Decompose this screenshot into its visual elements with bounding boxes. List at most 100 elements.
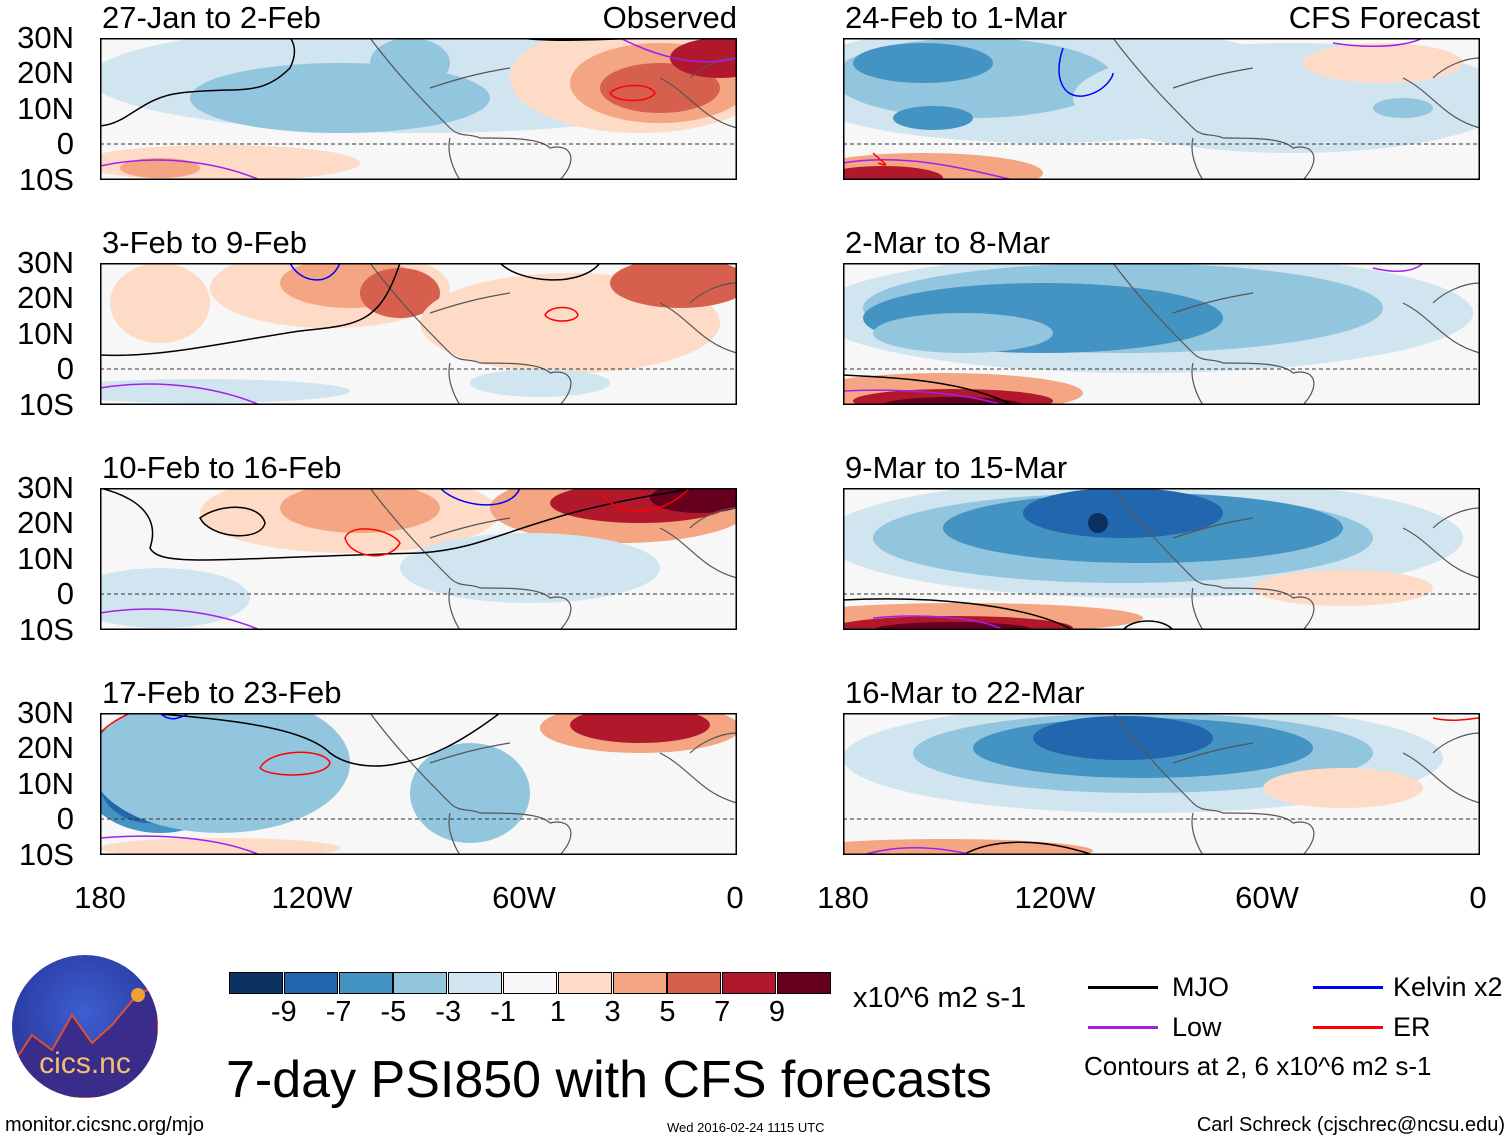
anomaly-region: [360, 268, 440, 318]
legend-line-low: [1088, 1026, 1158, 1029]
anomaly-region: [853, 43, 993, 83]
lat-tick-label: 10S: [18, 387, 74, 422]
panel-title: 9-Mar to 15-Mar: [845, 450, 1068, 485]
psi850-map: [843, 38, 1480, 180]
psi850-map: [843, 713, 1480, 855]
anomaly-region: [100, 568, 250, 628]
anomaly-region: [570, 713, 710, 743]
lat-tick-label: 30N: [17, 20, 74, 55]
anomaly-region: [873, 622, 1033, 630]
contour-line: [872, 152, 887, 166]
anomaly-region: [400, 533, 660, 603]
psi850-map: [843, 488, 1480, 630]
anomaly-region: [1088, 513, 1108, 533]
colorbar-tick-label: 5: [659, 996, 676, 1028]
lon-tick-label: 60W: [492, 880, 556, 915]
contour-line: [544, 306, 579, 322]
contour-line: [100, 38, 296, 127]
colorbar-tick-label: 1: [549, 996, 566, 1028]
contour-line: [862, 847, 974, 855]
legend-line-mjo: [1088, 986, 1158, 989]
colorbar-swatch: [777, 972, 831, 994]
contour-line: [259, 751, 331, 776]
lon-tick-label: 0: [726, 880, 744, 915]
contour-line: [872, 615, 1004, 630]
panel-title: 16-Mar to 22-Mar: [845, 675, 1085, 710]
source-link[interactable]: monitor.cicsnc.org/mjo: [5, 1114, 204, 1136]
map-panel: [843, 38, 1480, 180]
anomaly-region: [1023, 488, 1223, 538]
contour-line: [1122, 620, 1174, 630]
psi850-map: [843, 263, 1480, 405]
legend-line-er: [1313, 1026, 1383, 1029]
anomaly-region: [610, 263, 737, 308]
panel-title: 27-Jan to 2-Feb: [102, 0, 321, 35]
colorbar-tick-label: 3: [604, 996, 621, 1028]
anomaly-region: [893, 106, 973, 130]
contour-line: [344, 528, 401, 557]
anomaly-region: [873, 313, 1053, 353]
contour-line: [199, 506, 266, 537]
anomaly-region: [1303, 43, 1463, 83]
anomaly-region: [650, 488, 737, 513]
lat-tick-label: 20N: [17, 730, 74, 765]
contour-line: [962, 841, 1094, 855]
colorbar-swatch: [229, 972, 283, 994]
coastline: [369, 488, 737, 630]
map-panel: [100, 713, 737, 855]
panel-tag: Observed: [602, 0, 737, 35]
anomaly-region: [1253, 570, 1433, 606]
map-panel: [843, 488, 1480, 630]
coastline: [369, 713, 737, 855]
map-panel: [100, 38, 737, 180]
lat-tick-label: 10N: [17, 766, 74, 801]
psi850-map: [100, 713, 737, 855]
anomaly-region: [1373, 98, 1433, 118]
colorbar-tick-label: -7: [325, 996, 352, 1028]
colorbar-tick-label: 9: [768, 996, 786, 1028]
lat-tick-label: 10N: [17, 541, 74, 576]
lon-tick-label: 120W: [271, 880, 353, 915]
lat-tick-label: 30N: [17, 245, 74, 280]
contour-line: [100, 835, 261, 855]
panel-title: 24-Feb to 1-Mar: [845, 0, 1068, 35]
anomaly-region: [1033, 716, 1213, 760]
anomaly-region: [410, 743, 530, 843]
lat-tick-label: 20N: [17, 55, 74, 90]
coastline: [1112, 263, 1480, 405]
contour-line: [100, 383, 261, 405]
legend-label-er: ER: [1393, 1012, 1431, 1042]
timestamp: Wed 2016-02-24 1115 UTC: [667, 1120, 825, 1135]
colorbar-tick-label: 7: [714, 996, 731, 1028]
colorbar-swatch: [503, 972, 557, 994]
lon-tick-label: 0: [1469, 880, 1487, 915]
psi850-map: [100, 263, 737, 405]
anomaly-region: [100, 838, 340, 855]
contour-line: [499, 263, 601, 281]
contour-line: [100, 608, 261, 630]
legend-label-low: Low: [1172, 1012, 1222, 1042]
contour-note: Contours at 2, 6 x10^6 m2 s-1: [1084, 1051, 1432, 1081]
lon-tick-label: 60W: [1235, 880, 1299, 915]
lat-tick-label: 30N: [17, 695, 74, 730]
panel-title: 17-Feb to 23-Feb: [102, 675, 342, 710]
lat-tick-label: 20N: [17, 505, 74, 540]
coastline: [1112, 488, 1480, 630]
lat-tick-label: 0: [56, 576, 74, 611]
colorbar-swatch: [722, 972, 777, 994]
map-panel: [843, 713, 1480, 855]
coastline: [369, 263, 737, 405]
panel-tag: CFS Forecast: [1288, 0, 1480, 35]
colorbar-swatch: [448, 972, 503, 994]
cics-logo: cics.nc: [12, 955, 158, 1098]
anomaly-region: [670, 38, 737, 78]
lat-tick-label: 20N: [17, 280, 74, 315]
author-credit: Carl Schreck (cjschrec@ncsu.edu): [1196, 1114, 1505, 1136]
contour-line: [1332, 38, 1424, 48]
contour-line: [100, 159, 261, 180]
panel-title: 10-Feb to 16-Feb: [102, 450, 342, 485]
anomaly-region: [100, 713, 350, 833]
colorbar-tick-label: -1: [490, 996, 516, 1028]
coastline: [1112, 713, 1480, 855]
